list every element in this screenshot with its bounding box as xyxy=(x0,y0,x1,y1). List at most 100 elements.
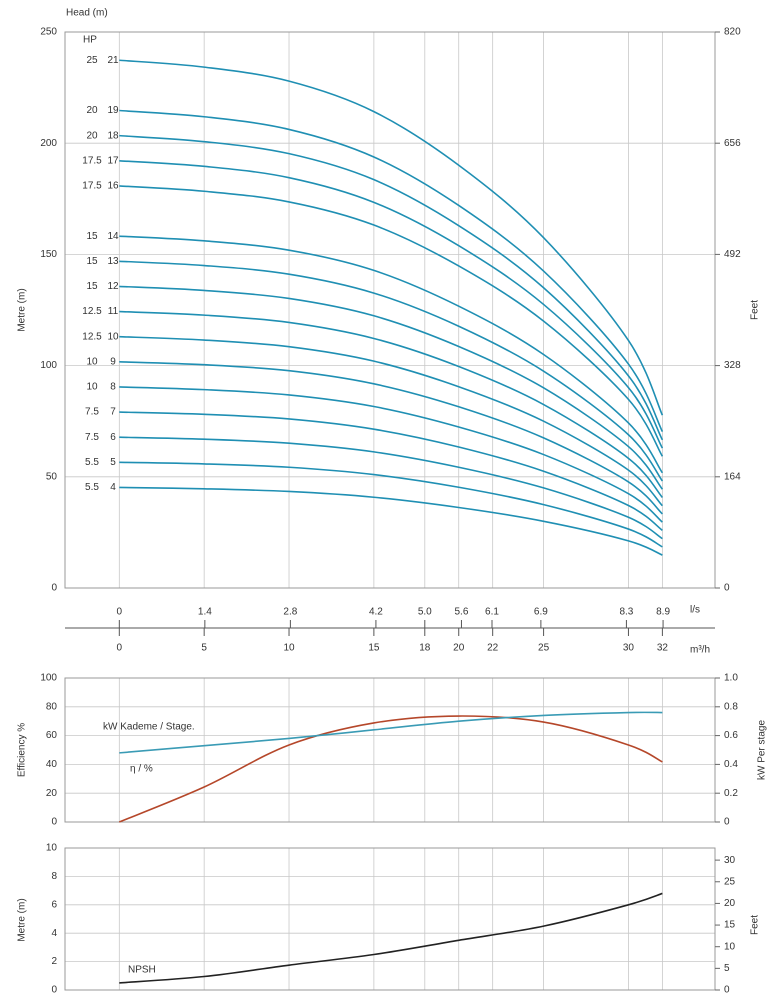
hp-label: 12.5 xyxy=(82,306,102,317)
y2-axis-title: kW Per stage xyxy=(757,720,768,780)
x2-tick-label: 6.1 xyxy=(485,607,499,618)
y2-tick-label: 328 xyxy=(724,360,741,371)
y2-tick-label: 164 xyxy=(724,471,741,482)
y2-tick-label: 0 xyxy=(724,817,730,828)
y-tick-label: 100 xyxy=(40,673,57,684)
hp-label: 10 xyxy=(86,356,98,367)
y-tick-label: 2 xyxy=(51,956,57,967)
curve xyxy=(119,109,664,433)
x2-tick-label: 8.9 xyxy=(656,607,670,618)
x2-tick-label: 2.8 xyxy=(283,607,297,618)
y-tick-label: 8 xyxy=(51,871,57,882)
y-tick-label: 150 xyxy=(40,249,57,260)
hp-label: 25 xyxy=(86,55,98,66)
stage-label: 5 xyxy=(110,457,116,468)
hp-label: 12.5 xyxy=(82,331,102,342)
hp-label: 5.5 xyxy=(85,482,99,493)
stage-label: 21 xyxy=(107,55,119,66)
y2-axis-title: Feet xyxy=(750,915,761,935)
x2-tick-label: 8.3 xyxy=(619,607,633,618)
curve xyxy=(119,335,663,507)
y2-tick-label: 25 xyxy=(724,876,736,887)
x-tick-label: 15 xyxy=(368,643,380,654)
y-tick-label: 0 xyxy=(51,817,57,828)
y-axis-title: Efficiency % xyxy=(17,723,28,777)
x-tick-label: 25 xyxy=(538,643,550,654)
y-axis-title: Metre (m) xyxy=(17,288,28,331)
stage-label: 16 xyxy=(107,181,119,192)
plot-frame xyxy=(64,31,716,589)
curve xyxy=(119,436,663,540)
x-label: m³/h xyxy=(690,645,710,656)
hp-label: 20 xyxy=(86,130,98,141)
curve xyxy=(119,892,663,984)
hp-label: 10 xyxy=(86,382,98,393)
hp-label: 15 xyxy=(86,231,98,242)
y-tick-label: 10 xyxy=(46,843,58,854)
hp-label: 7.5 xyxy=(85,407,99,418)
y-tick-label: 20 xyxy=(46,788,58,799)
y2-tick-label: 5 xyxy=(724,963,730,974)
series-label: η / % xyxy=(130,764,153,775)
curve xyxy=(119,411,663,532)
series-label: kW Kademe / Stage. xyxy=(103,722,195,733)
curve xyxy=(119,310,664,499)
hp-label: 15 xyxy=(86,256,98,267)
hp-label: 17.5 xyxy=(82,181,102,192)
y2-axis-title: Feet xyxy=(750,300,761,320)
head-title: Head (m) xyxy=(66,8,108,19)
curve xyxy=(119,285,664,490)
stage-label: 11 xyxy=(108,306,119,317)
y-tick-label: 4 xyxy=(51,928,57,939)
curve xyxy=(119,711,663,754)
y2-tick-label: 10 xyxy=(724,941,736,952)
y-tick-label: 100 xyxy=(40,360,57,371)
x2-tick-label: 0 xyxy=(117,607,123,618)
stage-label: 19 xyxy=(107,105,119,116)
y2-tick-label: 0 xyxy=(724,583,730,594)
y-tick-label: 6 xyxy=(51,899,57,910)
series-label: NPSH xyxy=(128,965,156,976)
hp-label: 7.5 xyxy=(85,432,99,443)
y-tick-label: 60 xyxy=(46,730,58,741)
x-tick-label: 22 xyxy=(487,643,499,654)
x-tick-label: 10 xyxy=(283,643,295,654)
stage-label: 18 xyxy=(107,130,119,141)
stage-label: 12 xyxy=(107,281,119,292)
stage-label: 14 xyxy=(107,231,119,242)
curve xyxy=(119,235,664,474)
y2-tick-label: 0.2 xyxy=(724,788,738,799)
curve xyxy=(119,260,664,482)
stage-label: 17 xyxy=(107,155,119,166)
curve xyxy=(119,715,663,823)
y-tick-label: 200 xyxy=(40,138,57,149)
stage-label: 13 xyxy=(107,256,119,267)
hp-label: 5.5 xyxy=(85,457,99,468)
y2-tick-label: 30 xyxy=(724,855,736,866)
y2-tick-label: 0 xyxy=(724,985,730,996)
x2-tick-label: 5.6 xyxy=(454,607,468,618)
x2-tick-label: 1.4 xyxy=(198,607,212,618)
curve xyxy=(119,486,663,556)
hp-label: 17.5 xyxy=(82,155,102,166)
y-axis-title: Metre (m) xyxy=(17,898,28,941)
y2-tick-label: 656 xyxy=(724,138,741,149)
x-tick-label: 18 xyxy=(419,643,431,654)
x2-tick-label: 4.2 xyxy=(369,607,383,618)
x-tick-label: 5 xyxy=(201,643,207,654)
stage-label: 9 xyxy=(110,356,116,367)
curve xyxy=(119,461,663,548)
x-tick-label: 30 xyxy=(623,643,635,654)
hp-label: 20 xyxy=(86,105,98,116)
curve xyxy=(119,59,664,416)
curve xyxy=(119,159,664,449)
stage-label: 10 xyxy=(107,331,119,342)
y2-tick-label: 0.8 xyxy=(724,701,738,712)
y2-tick-label: 0.4 xyxy=(724,759,738,770)
stage-label: 4 xyxy=(110,482,116,493)
curve xyxy=(119,386,663,523)
curve xyxy=(119,134,664,441)
x2-label: l/s xyxy=(690,605,700,616)
